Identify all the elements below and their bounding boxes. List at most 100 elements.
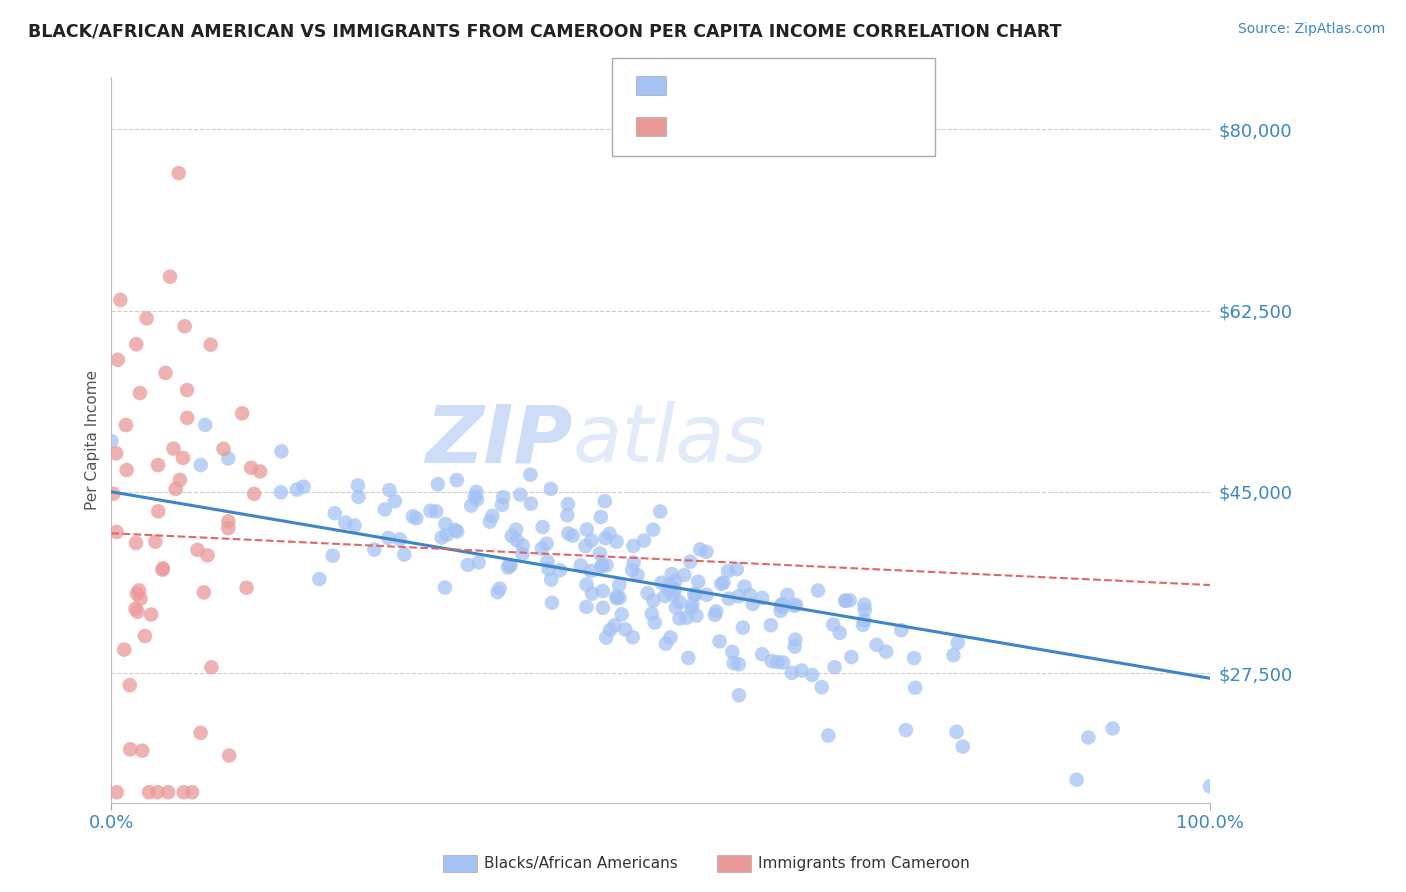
Point [780,665,803,680]
Point [501,529,523,543]
Point [128,583,150,598]
Point [569,558,592,573]
Text: R = -0.866  N = 199: R = -0.866 N = 199 [678,77,846,95]
Text: ZIP: ZIP [426,401,572,479]
Point [200,337,222,351]
Point [641,607,664,621]
Point [486,585,509,599]
Point [1199,780,1222,794]
Point [217,451,239,466]
Point [946,636,969,650]
Point [644,615,666,630]
Point [548,563,571,577]
Point [834,594,856,608]
Point [235,581,257,595]
Point [658,582,681,597]
Point [419,504,441,518]
Point [610,607,633,622]
Point [621,539,644,553]
Point [614,623,637,637]
Point [212,442,235,456]
Point [139,607,162,622]
Point [152,563,174,577]
Point [162,442,184,456]
Point [506,533,529,548]
Point [824,660,846,674]
Point [190,458,212,472]
Point [446,524,468,539]
Text: Source: ZipAtlas.com: Source: ZipAtlas.com [1237,22,1385,37]
Point [685,608,707,623]
Point [540,573,562,587]
Point [115,417,138,432]
Point [894,723,917,738]
Point [575,599,598,614]
Point [592,584,614,599]
Point [661,567,683,582]
Point [308,572,330,586]
Point [643,593,665,607]
Point [890,624,912,638]
Point [433,581,456,595]
Point [378,483,401,497]
Point [492,490,515,504]
Point [772,656,794,670]
Point [231,406,253,420]
Point [499,558,522,573]
Point [875,645,897,659]
Point [710,577,733,591]
Point [129,591,152,606]
Point [100,434,122,449]
Point [491,498,513,512]
Point [152,561,174,575]
Point [402,509,425,524]
Point [394,548,416,562]
Point [595,631,617,645]
Point [323,506,346,520]
Point [704,607,727,622]
Point [520,497,543,511]
Point [384,494,406,508]
Point [377,531,399,545]
Point [176,383,198,397]
Point [766,655,789,669]
Point [664,582,686,597]
Point [125,536,148,550]
Point [810,680,832,694]
Point [717,564,740,578]
Point [434,516,457,531]
Point [772,600,794,615]
Point [436,527,458,541]
Point [591,559,613,574]
Point [478,515,501,529]
Point [599,623,621,637]
Point [581,587,603,601]
Point [110,293,132,307]
Point [146,458,169,472]
Point [679,555,702,569]
Point [467,555,489,569]
Point [243,487,266,501]
Point [444,523,467,537]
Point [723,656,745,670]
Point [665,600,688,615]
Point [659,577,682,591]
Point [606,534,628,549]
Point [285,483,308,497]
Point [557,508,579,523]
Point [841,650,863,665]
Point [741,597,763,611]
Point [704,604,727,618]
Point [689,542,711,557]
Point [159,269,181,284]
Point [194,417,217,432]
Point [823,617,845,632]
Point [200,660,222,674]
Point [655,637,678,651]
Point [633,533,655,548]
Point [181,785,204,799]
Point [659,631,682,645]
Point [343,518,366,533]
Point [713,575,735,590]
Point [807,583,830,598]
